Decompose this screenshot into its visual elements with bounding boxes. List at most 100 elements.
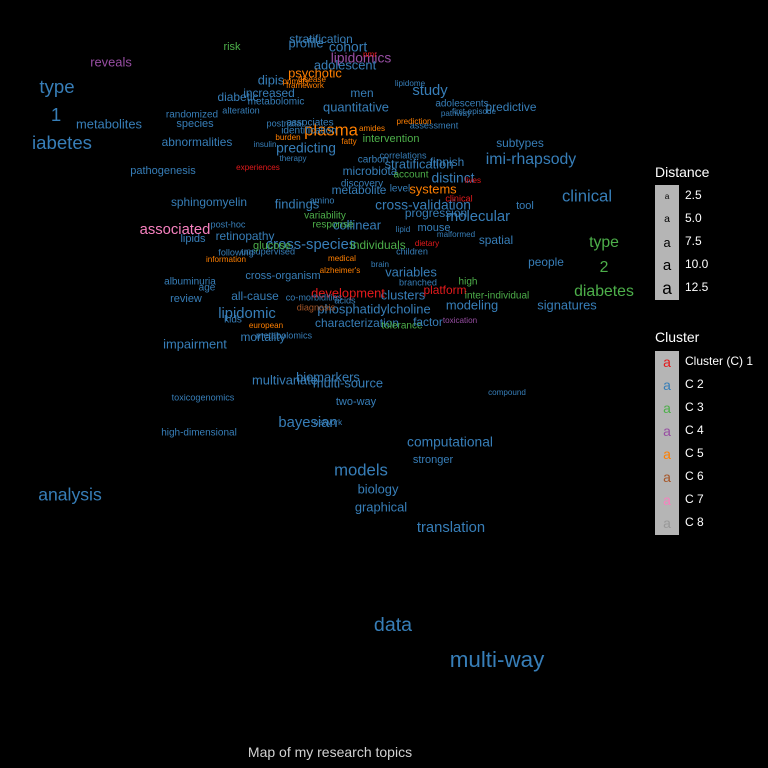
- cluster-legend-label: C 5: [685, 446, 704, 460]
- word-label: following: [218, 247, 253, 257]
- word-label: 1: [51, 104, 61, 125]
- cluster-legend-keys: [655, 351, 679, 535]
- distance-legend-key: a: [664, 191, 670, 201]
- word-label: cross-organism: [245, 270, 320, 282]
- distance-legend-item: a 10.0: [655, 254, 765, 277]
- word-label: metabolite: [332, 183, 387, 197]
- word-label: microbiota: [343, 164, 398, 178]
- word-label: models: [334, 460, 388, 479]
- cluster-legend-item: a C 3: [655, 397, 765, 420]
- word-label: albuminuria: [164, 277, 216, 288]
- word-label: cross-validation: [375, 198, 471, 213]
- word-label: species: [176, 118, 214, 130]
- word-label: phosphatidylcholine: [317, 301, 430, 316]
- word-label: compound: [488, 388, 526, 397]
- word-label: assessment: [410, 120, 459, 130]
- word-label: psychotic: [288, 65, 342, 80]
- cluster-legend-label: C 3: [685, 400, 704, 414]
- word-label: postnatal: [267, 118, 304, 128]
- word-label: age: [199, 283, 216, 294]
- distance-legend-label: 5.0: [685, 211, 702, 225]
- distance-legend-key: a: [662, 257, 672, 274]
- word-label: computational: [407, 435, 493, 450]
- word-label: sphingomyelin: [171, 195, 247, 209]
- word-label: signatures: [537, 297, 596, 312]
- word-label: clinical: [445, 193, 472, 203]
- word-label: distinct: [432, 171, 475, 186]
- distance-legend-item: a 12.5: [655, 277, 765, 300]
- word-label: unsupervised: [241, 246, 295, 256]
- word-label: stronger: [413, 454, 454, 466]
- word-label: cohort: [329, 40, 368, 55]
- word-label: lipidome: [395, 79, 426, 88]
- cluster-legend-key: a: [663, 377, 671, 393]
- word-label: fatty: [341, 137, 357, 146]
- distance-legend-key: a: [664, 213, 670, 225]
- cluster-legend-label: C 2: [685, 377, 704, 391]
- word-label: quantitative: [323, 99, 389, 114]
- word-label: network: [314, 418, 343, 427]
- word-label: variables: [385, 264, 437, 279]
- word-label: two-way: [336, 396, 377, 408]
- word-label: insulin: [254, 140, 277, 149]
- word-label: lipid: [396, 225, 410, 234]
- cluster-legend-item: a C 8: [655, 512, 765, 535]
- word-label: finnish: [430, 155, 464, 169]
- distance-legend-item: a 5.0: [655, 208, 765, 231]
- word-label: dietary: [415, 239, 440, 248]
- word-label: high: [459, 277, 478, 288]
- word-label: account: [393, 170, 428, 181]
- word-label: progression: [405, 206, 467, 220]
- word-label: data: [374, 614, 412, 636]
- word-label: development: [311, 285, 385, 300]
- word-label: profile: [288, 35, 323, 50]
- word-label: tolerance: [381, 321, 423, 332]
- word-label: findings: [275, 196, 319, 211]
- word-label: lipids: [180, 233, 206, 245]
- word-label: stratification: [289, 32, 352, 46]
- word-label: therapy: [280, 154, 308, 163]
- word-label: level: [390, 184, 411, 195]
- word-label: type: [39, 76, 74, 97]
- word-label: european: [249, 321, 283, 330]
- word-label: multi-way: [450, 647, 545, 672]
- word-label: malformed: [437, 230, 475, 239]
- cluster-legend-item: a C 7: [655, 489, 765, 512]
- cluster-legend-label: C 7: [685, 492, 704, 506]
- word-label: imi-rhapsody: [486, 151, 577, 168]
- word-label: systems: [409, 181, 456, 196]
- word-label: mortality: [241, 330, 286, 344]
- word-label: kids: [224, 315, 242, 326]
- word-label: plasma: [304, 120, 359, 139]
- word-label: high-dimensional: [161, 428, 237, 439]
- distance-legend-item: a 2.5: [655, 185, 765, 208]
- word-label: multi-source: [313, 375, 383, 390]
- word-label: biology: [358, 481, 399, 496]
- word-label: impairment: [163, 336, 227, 351]
- cluster-legend-label: C 8: [685, 515, 704, 529]
- word-label: iabetes: [32, 132, 92, 153]
- chart-caption: Map of my research topics: [247, 744, 413, 760]
- word-label: framework: [286, 81, 325, 90]
- word-label: primary: [283, 77, 311, 86]
- word-label: branched: [399, 277, 437, 287]
- word-label: platform: [424, 283, 467, 297]
- distance-legend-label: 2.5: [685, 188, 702, 202]
- word-label: stratification: [385, 156, 454, 171]
- word-label: associates: [286, 118, 333, 129]
- word-label: increased: [243, 86, 295, 100]
- word-label: associated: [140, 222, 211, 238]
- word-label: graphical: [355, 499, 407, 514]
- word-label: nmr: [363, 50, 377, 59]
- cluster-legend-item: a C 6: [655, 466, 765, 489]
- distance-legend-label: 10.0: [685, 257, 709, 271]
- word-label: inter-individual: [465, 291, 529, 302]
- word-label: type: [589, 234, 619, 251]
- word-label: lipidomic: [218, 306, 276, 322]
- word-label: diagnosis: [297, 302, 336, 312]
- word-label: factor: [413, 315, 443, 329]
- word-label: multivariate: [252, 372, 318, 387]
- word-label: adolescents: [435, 99, 488, 110]
